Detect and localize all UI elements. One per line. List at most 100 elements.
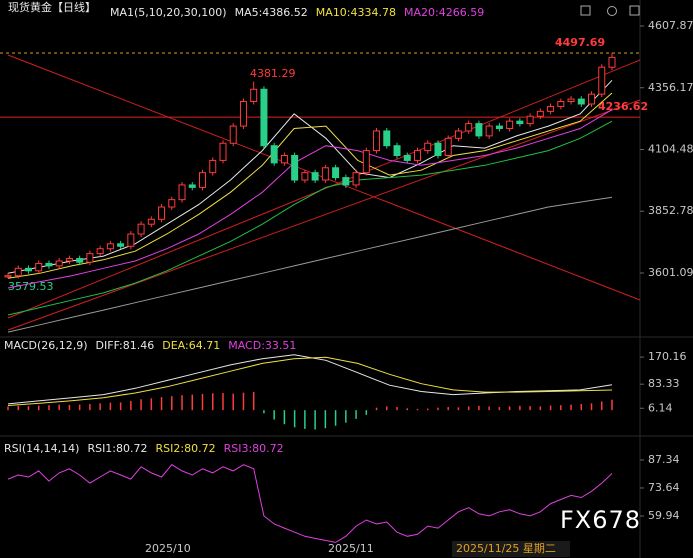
macd-line	[7, 356, 613, 406]
y-tick-label: 3601.09	[648, 266, 693, 279]
candle-body	[260, 88, 268, 147]
candle-body	[342, 177, 350, 186]
candle-body	[14, 267, 22, 277]
legend-entry: MA10:4334.78	[316, 6, 396, 19]
icon[interactable]	[629, 5, 640, 16]
candle-body	[291, 155, 299, 181]
candle-body	[178, 184, 186, 201]
y-tick-label: 4104.48	[648, 142, 693, 155]
candle-body	[250, 88, 258, 103]
toolbar-icons[interactable]	[580, 5, 640, 16]
y-tick-label: 83.33	[648, 377, 680, 390]
candle-body	[393, 145, 401, 157]
candle-body	[608, 56, 616, 68]
candle-body	[65, 258, 73, 262]
y-tick-label: 4356.17	[648, 81, 693, 94]
candle-body	[598, 66, 606, 95]
candle-body	[475, 123, 483, 137]
candle-body	[219, 142, 227, 161]
candle-body	[516, 120, 524, 125]
candle-body	[280, 155, 288, 164]
candle-body	[4, 275, 12, 278]
candle-body	[137, 223, 145, 235]
candle-body	[35, 262, 43, 272]
candle-body	[158, 206, 166, 220]
date-label: 2025/11	[328, 542, 374, 555]
candle-body	[383, 130, 391, 147]
y-tick-label: 170.16	[648, 350, 687, 363]
candle-body	[454, 130, 462, 139]
candle-body	[199, 172, 207, 188]
candle-body	[485, 125, 493, 137]
candle-body	[577, 98, 585, 105]
candle-body	[96, 248, 104, 255]
candle-body	[495, 125, 503, 130]
candle-body	[413, 150, 421, 161]
candle-body	[147, 218, 155, 225]
legend-entry: MA20:4266.59	[404, 6, 484, 19]
crosshair-date-box	[452, 541, 570, 557]
candle-body	[106, 243, 114, 250]
watermark: FX678	[560, 506, 641, 534]
legend-entry: MA1(5,10,20,30,100)	[110, 6, 227, 19]
price-line-label: 4497.69	[555, 36, 605, 49]
ma-line	[7, 79, 613, 274]
candle-body	[301, 172, 309, 181]
rsi-line	[7, 464, 613, 543]
candle-body	[403, 155, 411, 161]
legend-entry: DEA:64.71	[162, 339, 220, 352]
candle-body	[567, 98, 575, 103]
candle-body	[588, 93, 596, 105]
ma-line	[7, 109, 613, 289]
candle-body	[117, 243, 125, 247]
icon[interactable]	[607, 6, 617, 16]
legend-entry: RSI3:80.72	[224, 442, 284, 455]
price-line-label: 4236.62	[598, 100, 648, 113]
candle-body	[270, 145, 278, 164]
candle-body	[45, 262, 53, 267]
candle-body	[536, 110, 544, 117]
candle-body	[526, 115, 534, 125]
y-tick-label: 73.64	[648, 481, 680, 494]
candle-body	[24, 267, 32, 272]
candle-body	[332, 167, 340, 179]
chart-title: 现货黄金【日线】	[8, 0, 96, 14]
trend-line	[7, 59, 641, 319]
candle-body	[321, 167, 329, 181]
candle-body	[209, 159, 217, 174]
icon[interactable]	[580, 5, 591, 16]
candle-body	[76, 258, 84, 263]
candle-body	[311, 172, 319, 181]
candle-body	[362, 150, 370, 174]
candle-body	[434, 142, 442, 157]
ma-line	[7, 92, 613, 279]
y-tick-label: 6.14	[648, 401, 673, 414]
y-tick-label: 4607.87	[648, 19, 693, 32]
ma-line	[7, 196, 613, 333]
candle-body	[86, 253, 94, 263]
candle-body	[188, 184, 196, 188]
legend-entry: RSI2:80.72	[156, 442, 216, 455]
y-tick-label: 59.94	[648, 509, 680, 522]
ma-line	[7, 120, 613, 316]
annotation: 3579.53	[8, 280, 54, 293]
candle-body	[465, 123, 473, 132]
candle-body	[557, 101, 565, 107]
y-tick-label: 87.34	[648, 453, 680, 466]
legend-entry: MA5:4386.52	[235, 6, 308, 19]
candle-body	[168, 199, 176, 208]
legend-entry: DIFF:81.46	[96, 339, 155, 352]
candle-body	[547, 105, 555, 112]
candle-body	[127, 233, 135, 247]
candle-body	[444, 137, 452, 157]
legend-entry: MACD:33.51	[228, 339, 296, 352]
legend-entry: RSI(14,14,14)	[4, 442, 79, 455]
date-label: 2025/11/25 星期二	[456, 542, 556, 555]
date-label: 2025/10	[145, 542, 191, 555]
macd-line	[7, 354, 613, 405]
candle-body	[424, 142, 432, 152]
candle-body	[229, 125, 237, 144]
candle-body	[55, 260, 63, 267]
trend-line	[7, 99, 641, 331]
